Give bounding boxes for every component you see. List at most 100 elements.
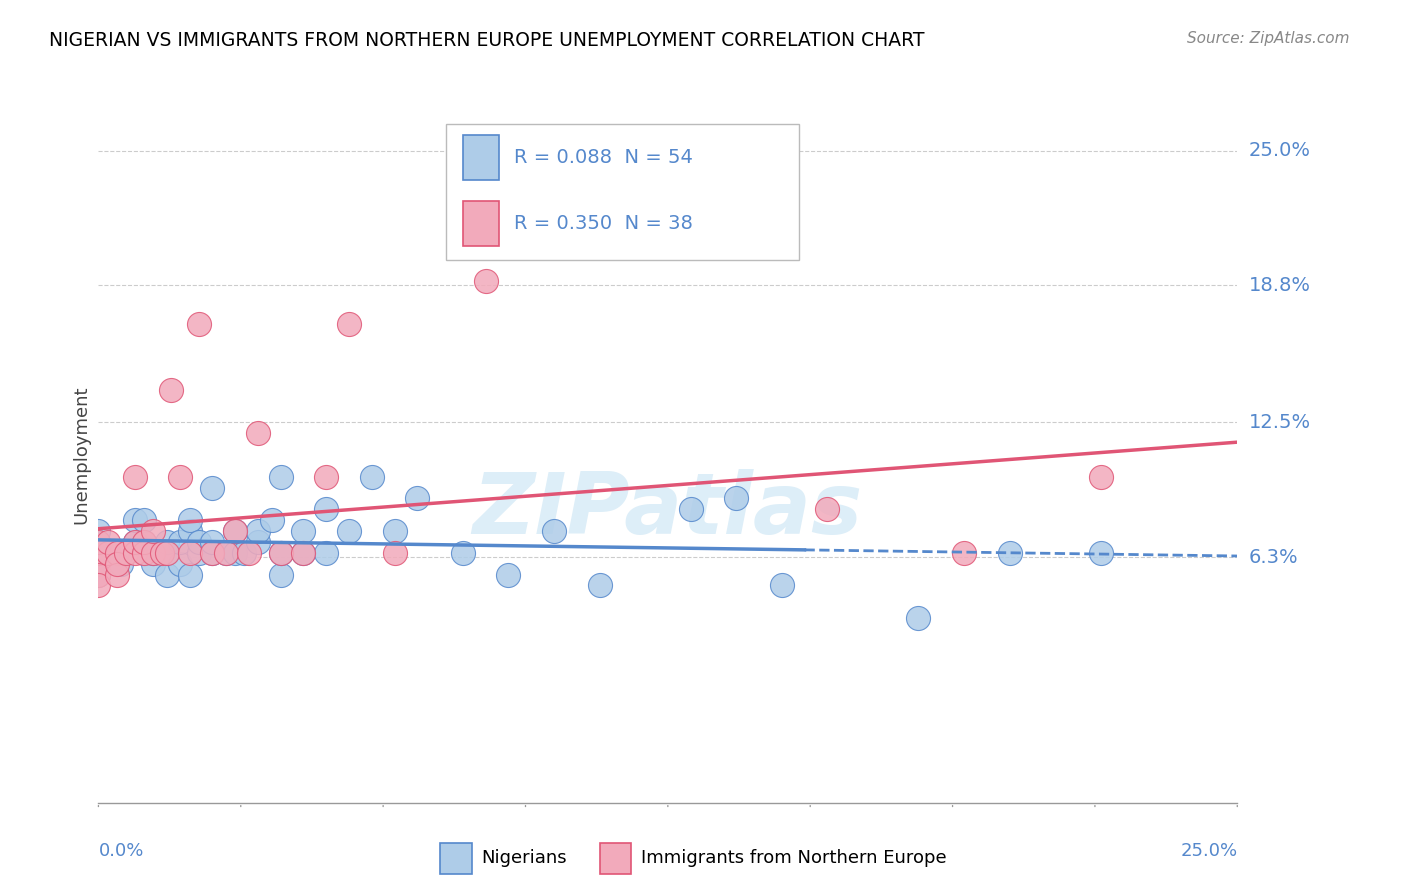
Point xyxy=(105,567,128,582)
Text: 0.0%: 0.0% xyxy=(98,842,143,860)
Text: 25.0%: 25.0% xyxy=(1249,141,1310,160)
Point xyxy=(360,469,382,483)
Point xyxy=(96,534,118,549)
Text: 25.0%: 25.0% xyxy=(1180,842,1237,860)
Point xyxy=(201,546,224,560)
Point xyxy=(132,534,155,549)
Point xyxy=(260,513,283,527)
Text: 18.8%: 18.8% xyxy=(1249,276,1310,295)
FancyBboxPatch shape xyxy=(440,843,472,874)
Point xyxy=(160,383,183,397)
Point xyxy=(156,546,179,560)
Point xyxy=(337,524,360,538)
Point xyxy=(384,546,406,560)
Point xyxy=(124,534,146,549)
Point xyxy=(238,546,260,560)
Text: 12.5%: 12.5% xyxy=(1249,413,1310,432)
Point xyxy=(246,524,269,538)
Point xyxy=(953,546,976,560)
Point xyxy=(87,557,110,571)
Point xyxy=(201,481,224,495)
FancyBboxPatch shape xyxy=(599,843,631,874)
Point xyxy=(105,557,128,571)
Point xyxy=(270,567,292,582)
Text: Nigerians: Nigerians xyxy=(481,849,567,867)
FancyBboxPatch shape xyxy=(463,135,499,180)
FancyBboxPatch shape xyxy=(463,201,499,246)
Point xyxy=(815,502,838,516)
Point xyxy=(96,546,118,560)
Point xyxy=(132,534,155,549)
Point xyxy=(187,318,209,332)
Point xyxy=(215,546,238,560)
Point xyxy=(110,546,132,560)
Point xyxy=(150,546,173,560)
Point xyxy=(998,546,1021,560)
Point xyxy=(725,491,748,506)
Point xyxy=(337,318,360,332)
Point xyxy=(679,502,702,516)
Point xyxy=(156,534,179,549)
Point xyxy=(224,524,246,538)
Point xyxy=(292,546,315,560)
Point xyxy=(315,469,337,483)
Y-axis label: Unemployment: Unemployment xyxy=(72,385,90,524)
Point xyxy=(87,567,110,582)
Point xyxy=(270,546,292,560)
Text: ZIPatlas: ZIPatlas xyxy=(472,469,863,552)
Point xyxy=(110,557,132,571)
Point xyxy=(132,513,155,527)
Point xyxy=(451,546,474,560)
Point xyxy=(87,567,110,582)
Point xyxy=(156,567,179,582)
Point xyxy=(179,567,201,582)
Point xyxy=(315,502,337,516)
Point xyxy=(124,534,146,549)
Point xyxy=(179,524,201,538)
Point xyxy=(270,469,292,483)
Point xyxy=(114,546,136,560)
Text: R = 0.088  N = 54: R = 0.088 N = 54 xyxy=(515,148,693,167)
Point xyxy=(87,524,110,538)
Point xyxy=(87,578,110,592)
Point xyxy=(179,513,201,527)
Point xyxy=(187,546,209,560)
Point xyxy=(105,546,128,560)
Point xyxy=(770,578,793,592)
Point xyxy=(270,546,292,560)
Text: 6.3%: 6.3% xyxy=(1249,548,1298,566)
Point xyxy=(292,524,315,538)
Point xyxy=(124,513,146,527)
Text: R = 0.350  N = 38: R = 0.350 N = 38 xyxy=(515,214,693,233)
Point xyxy=(498,567,520,582)
Point xyxy=(87,534,110,549)
Point xyxy=(132,546,155,560)
Point xyxy=(292,546,315,560)
Point xyxy=(87,546,110,560)
Point xyxy=(384,524,406,538)
Point xyxy=(315,546,337,560)
Point xyxy=(156,546,179,560)
Point xyxy=(907,611,929,625)
Point xyxy=(169,557,191,571)
Point xyxy=(169,469,191,483)
Point xyxy=(142,557,165,571)
Point xyxy=(224,524,246,538)
Point xyxy=(187,534,209,549)
Text: Source: ZipAtlas.com: Source: ZipAtlas.com xyxy=(1187,31,1350,46)
Point xyxy=(233,546,256,560)
Point xyxy=(142,546,165,560)
Point xyxy=(474,274,496,288)
Point xyxy=(179,546,201,560)
Point xyxy=(142,524,165,538)
Point xyxy=(124,469,146,483)
Point xyxy=(588,578,610,592)
Point xyxy=(406,491,429,506)
Point xyxy=(142,546,165,560)
Point xyxy=(124,546,146,560)
Point xyxy=(215,546,238,560)
FancyBboxPatch shape xyxy=(446,125,799,260)
Point xyxy=(1090,469,1112,483)
Point xyxy=(132,546,155,560)
Text: Immigrants from Northern Europe: Immigrants from Northern Europe xyxy=(641,849,946,867)
